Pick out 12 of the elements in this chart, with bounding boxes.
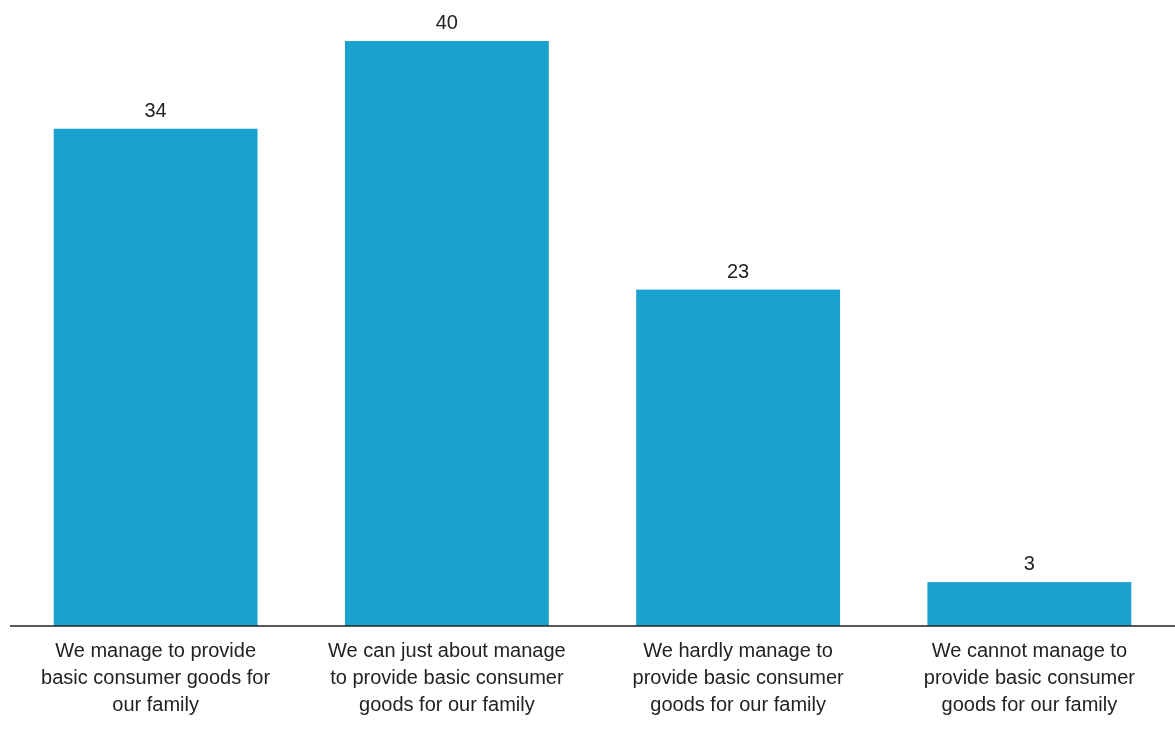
bar (344, 41, 549, 626)
bar (927, 582, 1132, 626)
x-tick-label: We cannot manage to provide basic consumer goods for our family (923, 639, 1136, 715)
data-label: 34 (144, 98, 167, 121)
x-tick-label: We can just about manage to provide basic consumer goods for our family (328, 639, 566, 715)
data-label: 40 (435, 11, 458, 33)
data-label: 23 (727, 259, 750, 282)
bar (53, 128, 258, 626)
x-tick-label: We manage to provide basic consumer goods for our family (41, 639, 271, 715)
bar (636, 289, 841, 626)
data-label: 3 (1023, 552, 1035, 575)
x-tick-label: We hardly manage to provide basic consumer goods for our family (632, 639, 845, 715)
